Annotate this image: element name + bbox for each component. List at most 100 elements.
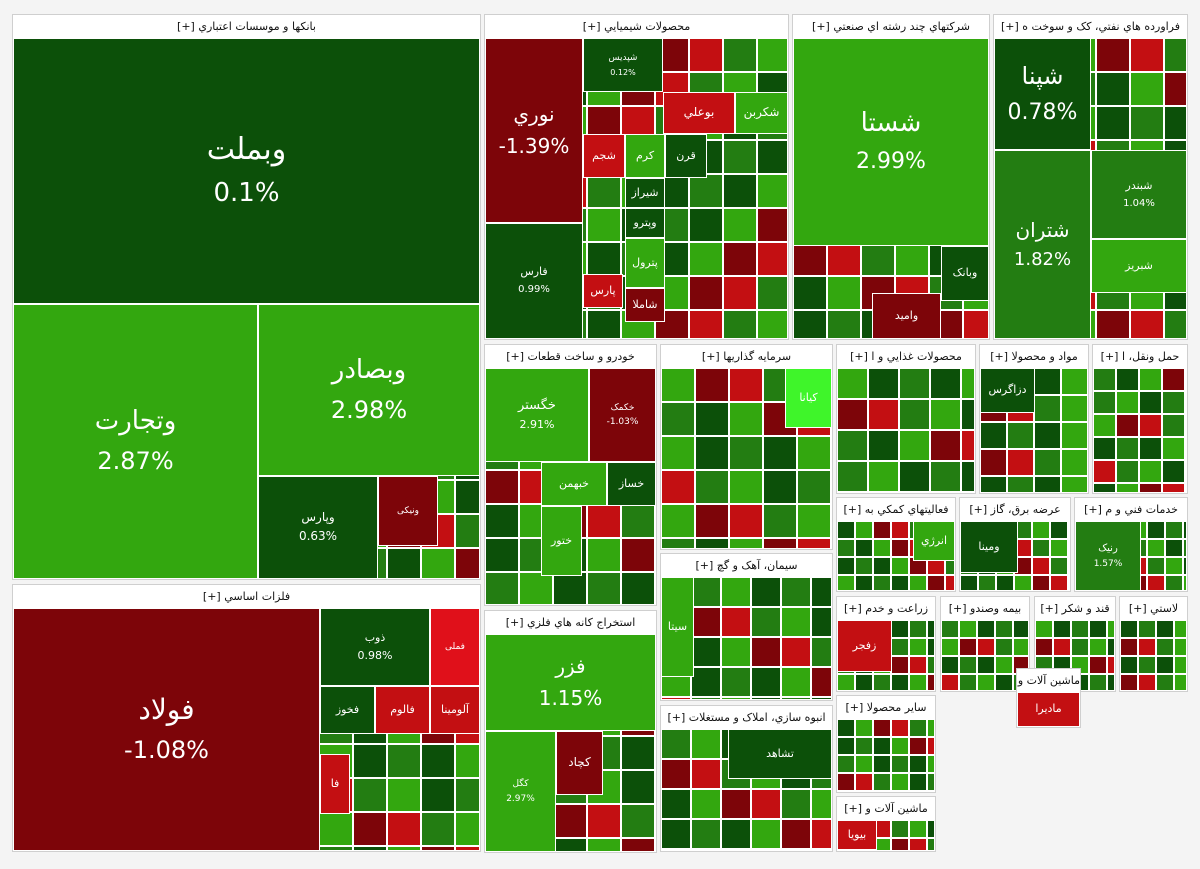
small-stock-tile[interactable] bbox=[661, 368, 695, 402]
small-stock-tile[interactable] bbox=[855, 719, 873, 737]
small-stock-tile[interactable] bbox=[793, 310, 827, 339]
small-stock-tile[interactable] bbox=[1139, 368, 1162, 391]
small-stock-tile[interactable] bbox=[1147, 539, 1165, 557]
small-stock-tile[interactable] bbox=[1138, 620, 1156, 638]
small-stock-tile[interactable] bbox=[751, 697, 781, 700]
small-stock-tile[interactable] bbox=[941, 638, 959, 656]
small-stock-tile[interactable] bbox=[655, 804, 656, 838]
small-stock-tile[interactable] bbox=[1096, 38, 1130, 72]
small-stock-tile[interactable] bbox=[757, 174, 788, 208]
small-stock-tile[interactable] bbox=[1061, 422, 1088, 449]
small-stock-tile[interactable] bbox=[661, 759, 691, 789]
small-stock-tile[interactable] bbox=[781, 607, 811, 637]
sector-header[interactable]: حمل ونقل، ا [+] bbox=[1093, 345, 1187, 368]
stock-tile[interactable]: فزر 1.15% bbox=[485, 634, 656, 731]
small-stock-tile[interactable] bbox=[837, 719, 855, 737]
small-stock-tile[interactable] bbox=[811, 819, 832, 849]
small-stock-tile[interactable] bbox=[899, 461, 930, 492]
small-stock-tile[interactable] bbox=[695, 538, 729, 549]
small-stock-tile[interactable] bbox=[1116, 368, 1139, 391]
small-stock-tile[interactable] bbox=[909, 674, 927, 691]
small-stock-tile[interactable] bbox=[781, 697, 811, 700]
small-stock-tile[interactable] bbox=[723, 38, 757, 72]
sector-metals[interactable]: فلزات اساسي [+] فولاد -1.08% ذوب 0.98% فخوز فا… bbox=[12, 584, 481, 852]
small-stock-tile[interactable] bbox=[793, 276, 827, 310]
stock-tile[interactable]: فا bbox=[320, 754, 350, 814]
small-stock-tile[interactable] bbox=[1071, 638, 1089, 656]
small-stock-tile[interactable] bbox=[1007, 449, 1034, 476]
small-stock-tile[interactable] bbox=[1130, 38, 1164, 72]
sector-transport[interactable]: حمل ونقل، ا [+] bbox=[1092, 344, 1188, 494]
small-stock-tile[interactable] bbox=[1050, 539, 1068, 557]
sector-header[interactable]: ماشين آلات و [+] bbox=[837, 797, 935, 820]
small-stock-tile[interactable] bbox=[1050, 521, 1068, 539]
stock-tile[interactable]: رنيک 1.57% bbox=[1075, 521, 1141, 591]
stock-tile[interactable]: شپنا 0.78% bbox=[994, 38, 1091, 150]
sector-header[interactable]: بانکها و موسسات اعتباري [+] bbox=[13, 15, 480, 38]
small-stock-tile[interactable] bbox=[995, 656, 1013, 674]
small-stock-tile[interactable] bbox=[1138, 656, 1156, 674]
small-stock-tile[interactable] bbox=[1035, 620, 1053, 638]
sector-plastic[interactable]: لاستي [+] bbox=[1119, 596, 1188, 692]
small-stock-tile[interactable] bbox=[837, 791, 855, 792]
small-stock-tile[interactable] bbox=[1165, 557, 1183, 575]
small-stock-tile[interactable] bbox=[1107, 620, 1115, 638]
small-stock-tile[interactable] bbox=[980, 422, 1007, 449]
sector-support[interactable]: فعاليتهاي کمکي به [+] انرژي bbox=[836, 497, 956, 592]
small-stock-tile[interactable] bbox=[909, 737, 927, 755]
small-stock-tile[interactable] bbox=[961, 399, 975, 430]
sector-header[interactable]: شرکتهاي چند رشته اي صنعتي [+] bbox=[793, 15, 989, 38]
small-stock-tile[interactable] bbox=[695, 470, 729, 504]
small-stock-tile[interactable] bbox=[721, 667, 751, 697]
sector-realestate[interactable]: انبوه سازي، املاک و مستغلات [+] تشاهد bbox=[660, 705, 833, 852]
small-stock-tile[interactable] bbox=[927, 820, 935, 838]
small-stock-tile[interactable] bbox=[1164, 72, 1187, 106]
small-stock-tile[interactable] bbox=[1185, 483, 1187, 493]
small-stock-tile[interactable] bbox=[909, 638, 927, 656]
small-stock-tile[interactable] bbox=[1093, 414, 1116, 437]
small-stock-tile[interactable] bbox=[319, 812, 353, 846]
small-stock-tile[interactable] bbox=[757, 242, 788, 276]
stock-tile[interactable]: خکمک -1.03% bbox=[589, 368, 656, 462]
small-stock-tile[interactable] bbox=[797, 436, 831, 470]
small-stock-tile[interactable] bbox=[868, 368, 899, 399]
stock-tile[interactable]: فولاد -1.08% bbox=[13, 608, 320, 851]
small-stock-tile[interactable] bbox=[811, 637, 832, 667]
small-stock-tile[interactable] bbox=[721, 577, 751, 607]
small-stock-tile[interactable] bbox=[891, 719, 909, 737]
sector-header[interactable]: عرضه برق، گاز [+] bbox=[960, 498, 1070, 521]
stock-tile[interactable]: واميد bbox=[872, 293, 941, 339]
small-stock-tile[interactable] bbox=[891, 620, 909, 638]
small-stock-tile[interactable] bbox=[1139, 414, 1162, 437]
small-stock-tile[interactable] bbox=[963, 310, 989, 339]
small-stock-tile[interactable] bbox=[421, 846, 455, 851]
small-stock-tile[interactable] bbox=[831, 470, 832, 504]
small-stock-tile[interactable] bbox=[1147, 557, 1165, 575]
small-stock-tile[interactable] bbox=[827, 276, 861, 310]
small-stock-tile[interactable] bbox=[1156, 656, 1174, 674]
small-stock-tile[interactable] bbox=[751, 637, 781, 667]
stock-tile[interactable]: آلومينا bbox=[430, 686, 480, 734]
small-stock-tile[interactable] bbox=[1116, 414, 1139, 437]
stock-tile[interactable]: کرم bbox=[625, 134, 665, 178]
small-stock-tile[interactable] bbox=[661, 470, 695, 504]
small-stock-tile[interactable] bbox=[729, 504, 763, 538]
stock-tile[interactable]: وپارس 0.63% bbox=[258, 476, 378, 579]
small-stock-tile[interactable] bbox=[837, 737, 855, 755]
stock-tile[interactable]: دزاگرس bbox=[980, 368, 1035, 413]
sector-header[interactable]: خدمات فني و م [+] bbox=[1075, 498, 1187, 521]
small-stock-tile[interactable] bbox=[621, 504, 655, 538]
small-stock-tile[interactable] bbox=[891, 521, 909, 539]
small-stock-tile[interactable] bbox=[1139, 460, 1162, 483]
small-stock-tile[interactable] bbox=[723, 242, 757, 276]
sector-mining[interactable]: استخراج کانه هاي فلزي [+] فزر 1.15% کگل 2.97… bbox=[484, 610, 657, 853]
small-stock-tile[interactable] bbox=[655, 736, 656, 770]
stock-tile[interactable]: وتجارت 2.87% bbox=[13, 304, 258, 579]
small-stock-tile[interactable] bbox=[977, 638, 995, 656]
small-stock-tile[interactable] bbox=[661, 504, 695, 538]
small-stock-tile[interactable] bbox=[621, 838, 655, 852]
sector-header[interactable]: قند و شکر [+] bbox=[1035, 597, 1115, 620]
small-stock-tile[interactable] bbox=[751, 789, 781, 819]
stock-tile[interactable]: وبانک bbox=[941, 246, 989, 301]
stock-tile[interactable]: بيويا bbox=[837, 820, 877, 850]
